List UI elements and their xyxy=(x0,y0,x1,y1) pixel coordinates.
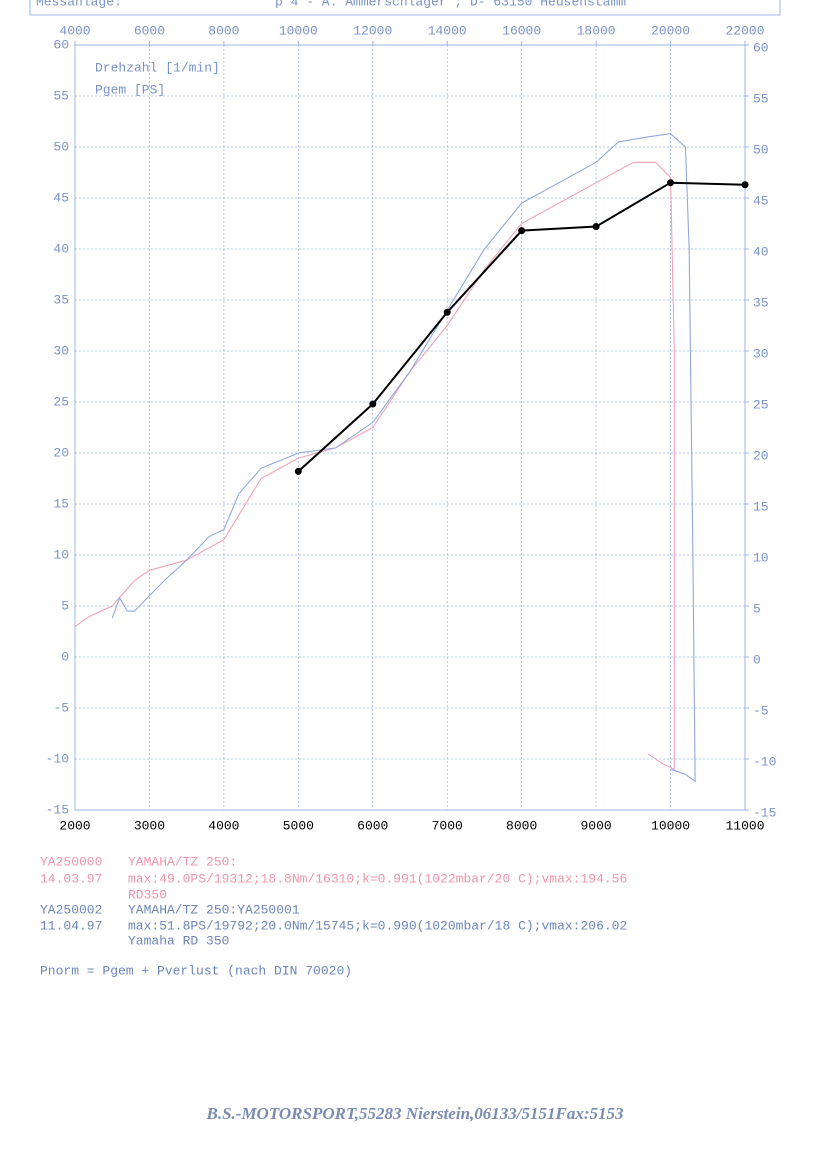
y2-tick-label: 55 xyxy=(753,91,769,106)
series-line xyxy=(111,133,696,783)
y-tick-label: -5 xyxy=(53,700,69,715)
x2-tick-label: 20000 xyxy=(651,23,690,38)
y-tick-label: -15 xyxy=(46,802,69,817)
y2-tick-label: 60 xyxy=(753,40,769,55)
data-point xyxy=(592,223,600,231)
y-tick-label: 10 xyxy=(53,547,69,562)
data-point xyxy=(741,181,749,189)
data-point xyxy=(369,400,377,408)
y2-tick-label: 15 xyxy=(753,499,769,514)
record-date: 11.04.97 xyxy=(40,918,102,933)
y2-tick-label: 25 xyxy=(753,397,769,412)
x-tick-label: 6000 xyxy=(357,818,388,833)
x-tick-label: 5000 xyxy=(283,818,314,833)
y2-tick-label: -15 xyxy=(753,805,776,820)
record-date: 14.03.97 xyxy=(40,871,102,886)
y2-tick-label: 20 xyxy=(753,448,769,463)
x2-tick-label: 4000 xyxy=(59,23,90,38)
y2-tick-label: 45 xyxy=(753,193,769,208)
header-box xyxy=(29,0,781,16)
y-tick-label: 15 xyxy=(53,496,69,511)
record-note: Yamaha RD 350 xyxy=(128,933,229,948)
data-point xyxy=(294,467,302,475)
y-tick-label: 40 xyxy=(53,241,69,256)
y-tick-label: -10 xyxy=(46,751,69,766)
y2-tick-label: -10 xyxy=(753,754,776,769)
x-tick-label: 11000 xyxy=(725,818,764,833)
x2-tick-label: 8000 xyxy=(208,23,239,38)
record-vehicle: YAMAHA/TZ 250:YA250001 xyxy=(128,902,300,917)
y-tick-label: 50 xyxy=(53,139,69,154)
record-max: max:49.0PS/19312;18.8Nm/16310;k=0.991(10… xyxy=(128,871,627,886)
x-tick-label: 8000 xyxy=(506,818,537,833)
y-tick-label: 35 xyxy=(53,292,69,307)
series-line xyxy=(74,161,675,771)
y2-tick-label: 5 xyxy=(753,601,761,616)
y2-tick-label: 35 xyxy=(753,295,769,310)
y2-tick-label: 50 xyxy=(753,142,769,157)
y-tick-label: 30 xyxy=(53,343,69,358)
header-left: Messanlage: xyxy=(36,0,122,9)
y-tick-label: 5 xyxy=(61,598,69,613)
x2-tick-label: 10000 xyxy=(279,23,318,38)
y2-tick-label: 30 xyxy=(753,346,769,361)
y-tick-label: 25 xyxy=(53,394,69,409)
data-point xyxy=(443,308,451,316)
y-tick-label: 45 xyxy=(53,190,69,205)
x-tick-label: 2000 xyxy=(59,818,90,833)
record-id: YA250000 xyxy=(40,854,102,869)
y-tick-label: 55 xyxy=(53,88,69,103)
y-tick-label: 60 xyxy=(53,37,69,52)
data-point xyxy=(518,227,526,235)
x2-tick-label: 18000 xyxy=(577,23,616,38)
x-axis-label: Drehzahl [1/min] xyxy=(95,60,220,75)
data-point xyxy=(667,179,675,187)
footer: B.S.-MOTORSPORT,55283 Nierstein,06133/51… xyxy=(205,1104,624,1123)
x-tick-label: 3000 xyxy=(134,818,165,833)
y-tick-label: 20 xyxy=(53,445,69,460)
x-tick-label: 7000 xyxy=(432,818,463,833)
x-tick-label: 10000 xyxy=(651,818,690,833)
x-tick-label: 9000 xyxy=(581,818,612,833)
y-tick-label: 0 xyxy=(61,649,69,664)
record-id: YA250002 xyxy=(40,902,102,917)
y2-tick-label: 0 xyxy=(753,652,761,667)
record-vehicle: YAMAHA/TZ 250: xyxy=(128,854,237,869)
x2-tick-label: 22000 xyxy=(725,23,764,38)
formula: Pnorm = Pgem + Pverlust (nach DIN 70020) xyxy=(40,963,352,978)
record-max: max:51.8PS/19792;20.0Nm/15745;k=0.990(10… xyxy=(128,918,627,933)
x2-tick-label: 12000 xyxy=(353,23,392,38)
x2-tick-label: 16000 xyxy=(502,23,541,38)
y2-tick-label: -5 xyxy=(753,703,769,718)
x2-tick-label: 14000 xyxy=(428,23,467,38)
y2-tick-label: 10 xyxy=(753,550,769,565)
record-note: RD350 xyxy=(128,887,167,902)
y-axis-label: Pgem [PS] xyxy=(95,82,165,97)
x-tick-label: 4000 xyxy=(208,818,239,833)
x2-tick-label: 6000 xyxy=(134,23,165,38)
y2-tick-label: 40 xyxy=(753,244,769,259)
plot-frame xyxy=(74,44,746,811)
header-right: p 4 - A. Ammerschläger ; D- 63150 Heusen… xyxy=(275,0,626,9)
